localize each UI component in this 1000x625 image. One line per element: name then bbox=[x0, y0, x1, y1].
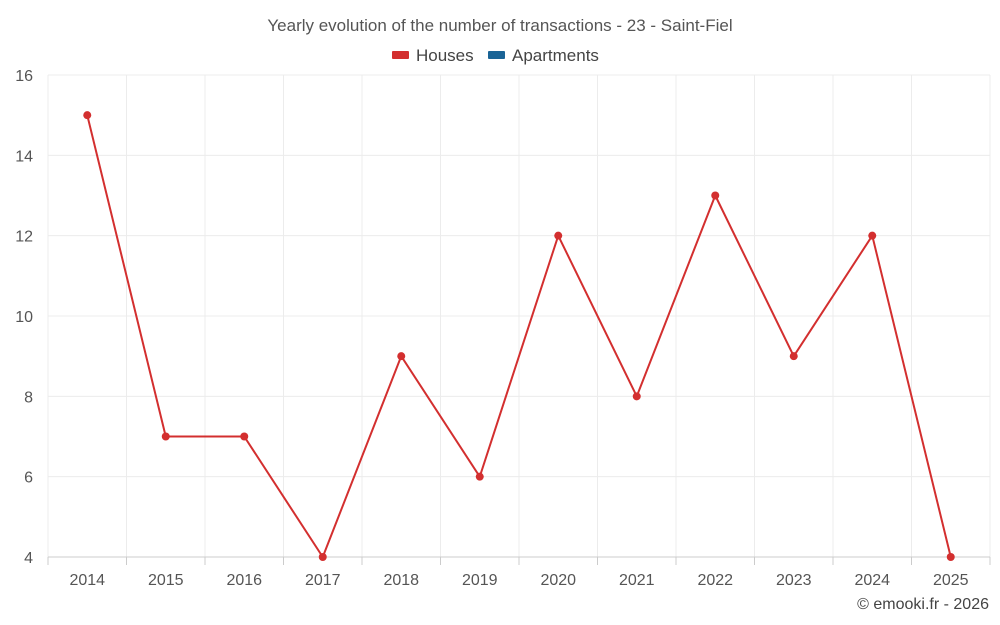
grid bbox=[47, 74, 991, 557]
data-point-houses-2024[interactable] bbox=[868, 231, 877, 240]
y-tick-label: 10 bbox=[15, 309, 33, 326]
axes bbox=[47, 556, 991, 565]
data-point-houses-2019[interactable] bbox=[475, 472, 484, 481]
legend-label-houses: Houses bbox=[416, 46, 474, 65]
x-tick-label-2017: 2017 bbox=[305, 572, 341, 589]
x-tick-label-2022: 2022 bbox=[697, 572, 733, 589]
x-tick-label-2016: 2016 bbox=[226, 572, 262, 589]
data-point-houses-2020[interactable] bbox=[554, 231, 563, 240]
legend-swatch-houses bbox=[392, 51, 409, 59]
y-tick-label: 14 bbox=[15, 148, 33, 165]
legend-item-houses[interactable]: Houses bbox=[392, 46, 474, 65]
data-point-houses-2017[interactable] bbox=[318, 553, 327, 561]
chart-title: Yearly evolution of the number of transa… bbox=[267, 16, 732, 35]
legend-swatch-apartments bbox=[488, 51, 505, 59]
x-tick-label-2014: 2014 bbox=[69, 572, 105, 589]
y-tick-label: 6 bbox=[24, 470, 33, 487]
y-axis-labels: 4 6 8 10 12 14 16 bbox=[15, 68, 33, 567]
x-tick-label-2024: 2024 bbox=[854, 572, 890, 589]
x-tick-label-2025: 2025 bbox=[933, 572, 969, 589]
y-tick-label: 8 bbox=[24, 389, 33, 406]
data-point-houses-2021[interactable] bbox=[632, 392, 641, 401]
y-tick-label: 12 bbox=[15, 229, 33, 246]
series-layer bbox=[83, 111, 955, 561]
y-tick-label: 4 bbox=[24, 550, 33, 567]
data-point-houses-2018[interactable] bbox=[397, 352, 406, 361]
data-point-houses-2015[interactable] bbox=[161, 432, 170, 441]
data-point-houses-2023[interactable] bbox=[789, 352, 798, 361]
y-tick-label: 16 bbox=[15, 68, 33, 85]
x-tick-label-2023: 2023 bbox=[776, 572, 812, 589]
legend-label-apartments: Apartments bbox=[512, 46, 599, 65]
x-tick-label-2015: 2015 bbox=[148, 572, 184, 589]
series-line-houses bbox=[86, 114, 952, 558]
x-tick-label-2020: 2020 bbox=[540, 572, 576, 589]
legend: Houses Apartments bbox=[392, 46, 599, 65]
legend-item-apartments[interactable]: Apartments bbox=[488, 46, 599, 65]
credit: © emooki.fr - 2026 bbox=[857, 596, 989, 613]
x-tick-label-2018: 2018 bbox=[383, 572, 419, 589]
data-point-houses-2025[interactable] bbox=[946, 553, 955, 561]
data-point-houses-2022[interactable] bbox=[711, 191, 720, 200]
x-tick-label-2021: 2021 bbox=[619, 572, 655, 589]
data-point-houses-2014[interactable] bbox=[83, 111, 92, 120]
data-point-houses-2016[interactable] bbox=[240, 432, 249, 441]
x-axis-labels: 2014 2015 2016 2017 2018 2019 2020 2021 2022 2023… bbox=[69, 572, 968, 589]
x-tick-label-2019: 2019 bbox=[462, 572, 498, 589]
